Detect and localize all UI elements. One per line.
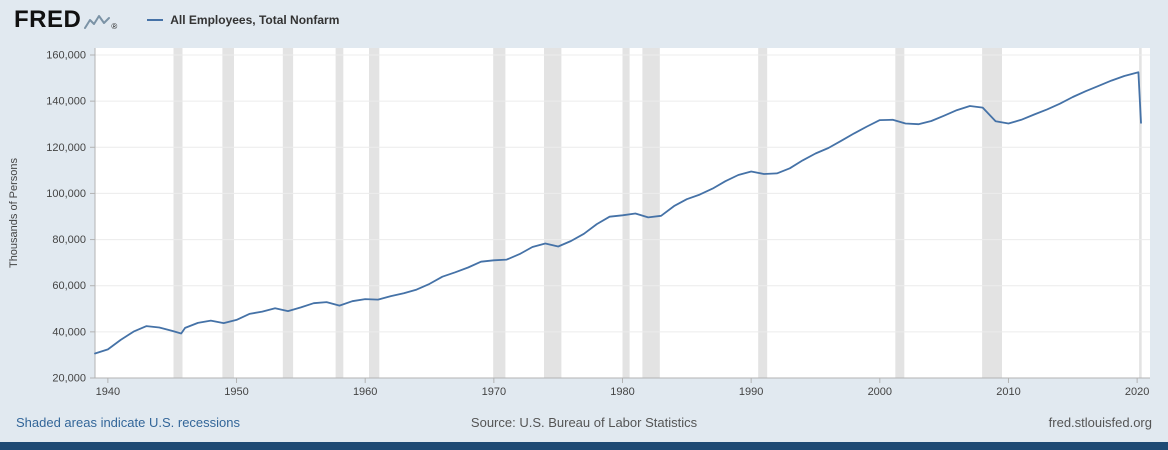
data-line-total-nonfarm: [94, 71, 1142, 355]
x-tick-label: 1970: [482, 386, 506, 398]
fred-site-link[interactable]: fred.stlouisfed.org: [1048, 414, 1152, 430]
y-tick-label: 80,000: [52, 234, 86, 246]
recession-band: [895, 48, 905, 378]
y-tick-label: 100,000: [46, 188, 86, 200]
y-axis-title: Thousands of Persons: [8, 157, 20, 268]
chart-legend: All Employees, Total Nonfarm: [147, 13, 339, 27]
recession-band: [642, 48, 660, 378]
legend-series-label: All Employees, Total Nonfarm: [170, 13, 340, 27]
recession-band: [282, 48, 294, 378]
chart-area: 20,000 40,000 60,000 80,000 100,000 120,000 14…: [0, 40, 1168, 402]
recession-band: [335, 48, 344, 378]
x-tick-label: 1990: [739, 386, 763, 398]
recession-note-link[interactable]: Shaded areas indicate U.S. recessions: [16, 414, 241, 430]
y-tick-label: 140,000: [46, 96, 86, 108]
fred-logo-text: FRED: [14, 6, 82, 33]
x-tick-label: 2000: [868, 386, 892, 398]
y-tick-label: 120,000: [46, 142, 86, 154]
fred-logo[interactable]: FRED ®: [14, 8, 117, 32]
x-tick-label: 2020: [1125, 386, 1149, 398]
x-tick-label: 2010: [996, 386, 1020, 398]
x-tick-label: 1980: [610, 386, 634, 398]
employment-line-chart[interactable]: 20,000 40,000 60,000 80,000 100,000 120,000 14…: [0, 40, 1168, 402]
y-tick-label: 60,000: [52, 280, 86, 292]
recession-band: [173, 48, 183, 378]
recession-band: [369, 48, 380, 378]
recession-band: [1139, 48, 1142, 378]
chart-header: FRED ® All Employees, Total Nonfarm: [0, 0, 1168, 40]
recession-band: [544, 48, 562, 378]
x-tick-label: 1960: [353, 386, 377, 398]
recession-band: [982, 48, 1002, 378]
x-tick-label: 1950: [224, 386, 248, 398]
y-tick-label: 40,000: [52, 326, 86, 338]
recession-band: [493, 48, 506, 378]
source-text: Source: U.S. Bureau of Labor Statistics: [470, 414, 698, 430]
chart-footer: Shaded areas indicate U.S. recessions So…: [0, 402, 1168, 442]
y-tick-label: 160,000: [46, 50, 86, 62]
registered-trademark: ®: [111, 22, 118, 31]
bottom-accent-bar: [0, 442, 1168, 450]
legend-line-swatch: [147, 19, 164, 21]
x-tick-label: 1940: [96, 386, 120, 398]
recession-band: [758, 48, 768, 378]
y-tick-label: 20,000: [52, 373, 86, 385]
recession-band: [222, 48, 234, 378]
sparkline-chart-icon: [84, 15, 111, 29]
recession-band: [622, 48, 630, 378]
